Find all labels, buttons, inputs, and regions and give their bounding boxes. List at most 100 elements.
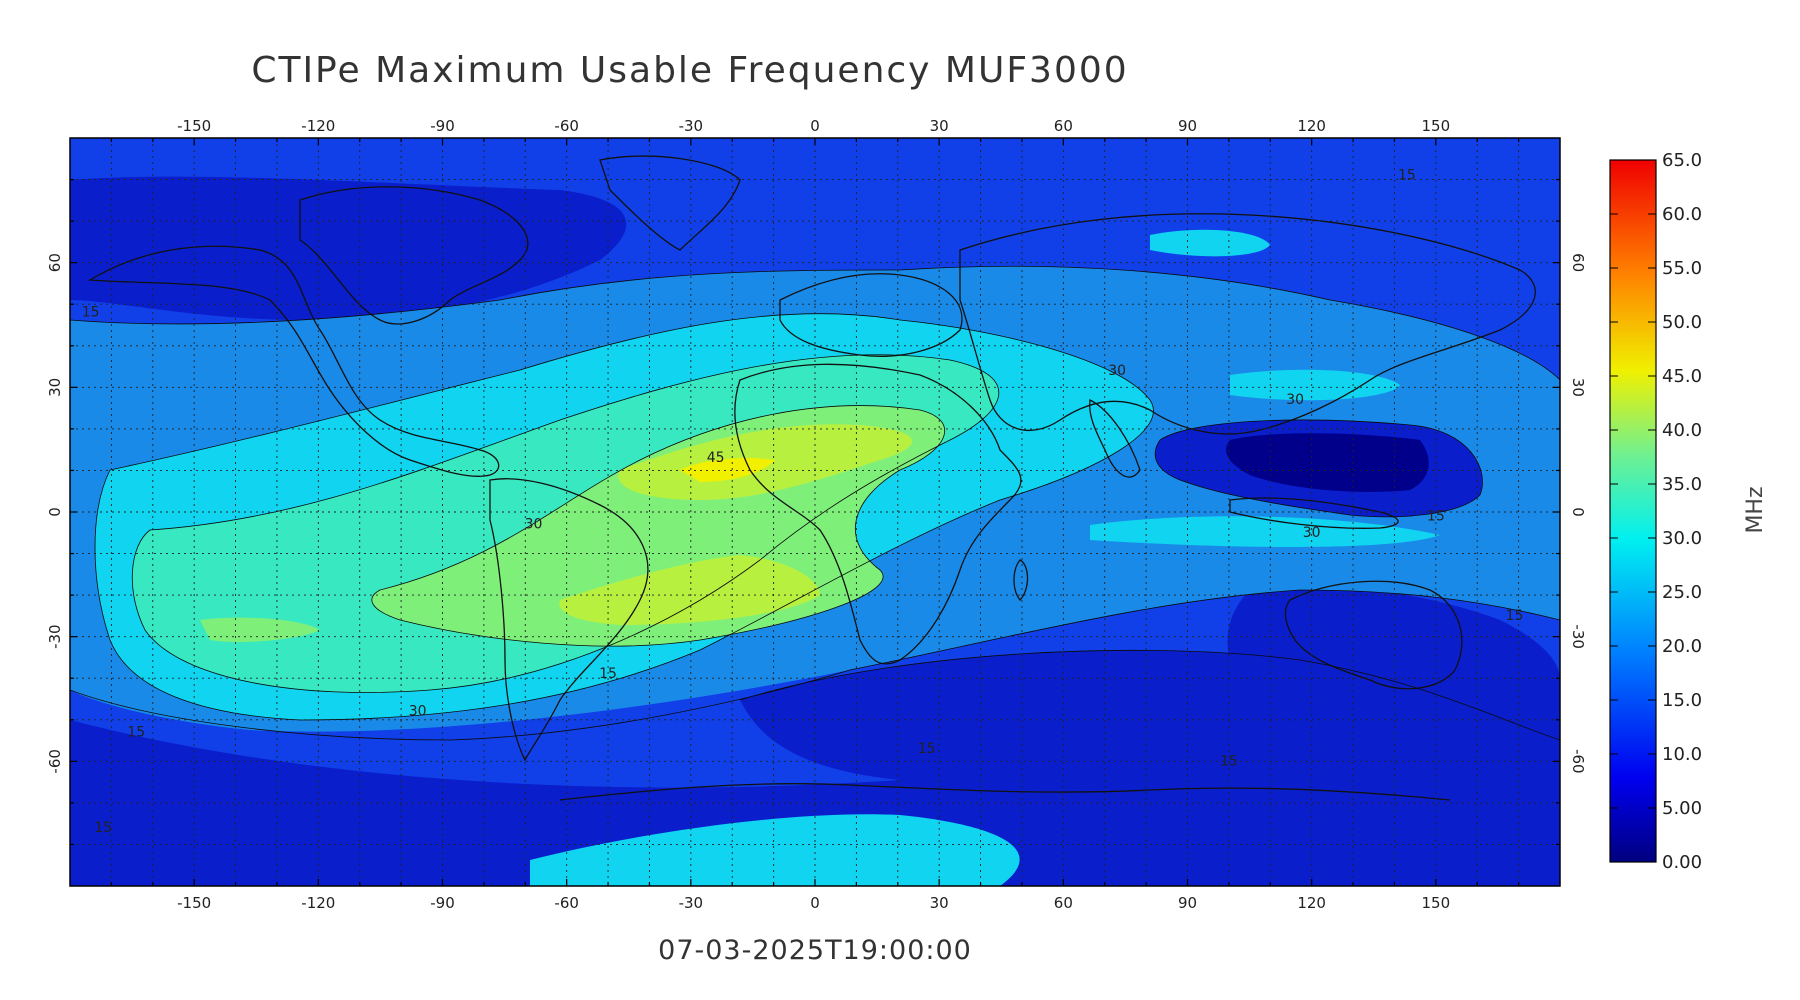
region-asia-cyan — [1230, 369, 1400, 401]
contour-label: 15 — [599, 666, 617, 682]
lon-labels-bottom: -150 -120 -90 -60 -30 0 30 60 90 120 150 — [177, 894, 1450, 912]
coast-africa — [734, 363, 1022, 665]
colorbar: 65.0 60.0 55.0 50.0 45.0 40.0 35.0 30.0 25.0 20.0… — [1609, 150, 1768, 873]
region-yellow-peak — [680, 458, 775, 482]
colorbar-gradient — [1609, 159, 1657, 863]
lon-tick-label-bottom: 150 — [1422, 894, 1451, 912]
coast-south-america — [489, 478, 649, 762]
colorbar-label: 15.0 — [1662, 690, 1702, 711]
lon-tick-label-top: 60 — [1054, 117, 1073, 135]
colorbar-label: 35.0 — [1662, 474, 1702, 495]
lat-tick-label-left: 30 — [46, 378, 64, 397]
lon-tick-label-top: 0 — [810, 117, 820, 135]
lat-tick-label-right: 60 — [1569, 253, 1587, 272]
colorbar-unit: MHz — [1743, 486, 1768, 533]
contour-line-asia — [1154, 419, 1483, 518]
timestamp: 07-03-2025T19:00:00 — [658, 935, 972, 966]
colorbar-label: 50.0 — [1662, 312, 1702, 333]
contour-line-35 — [131, 354, 1000, 693]
lon-tick-label-bottom: -90 — [430, 894, 455, 912]
lon-labels-top: -150 -120 -90 -60 -30 0 30 60 90 120 150 — [177, 117, 1450, 135]
colorbar-label: 10.0 — [1662, 744, 1702, 765]
lon-tick-label-top: -90 — [430, 117, 455, 135]
contour-label: 30 — [1108, 363, 1126, 379]
region-asia-deepest — [1226, 433, 1429, 492]
region-indonesia-cyan — [1090, 516, 1440, 547]
lon-tick-label-bottom: 120 — [1297, 894, 1326, 912]
coast-canada-arctic — [299, 186, 529, 325]
contour-label: 30 — [525, 517, 543, 533]
lon-tick-label-top: -120 — [301, 117, 335, 135]
contour-line-15-north — [70, 265, 1560, 381]
region-yellow-green-south — [559, 555, 820, 625]
contour-label: 15 — [1220, 753, 1238, 769]
contour-line-15-south — [70, 589, 1560, 741]
lon-tick-label-top: 90 — [1178, 117, 1197, 135]
coastlines — [87, 155, 1536, 801]
colorbar-label: 55.0 — [1662, 258, 1702, 279]
lat-tick-label-left: 60 — [46, 253, 64, 272]
colorbar-label: 30.0 — [1662, 528, 1702, 549]
lon-tick-label-bottom: -60 — [554, 894, 579, 912]
lat-tick-label-right: -60 — [1569, 749, 1587, 774]
graticule — [70, 138, 1560, 886]
lon-tick-label-bottom: -150 — [177, 894, 211, 912]
contour-line-40 — [371, 405, 946, 647]
coast-greenland — [599, 155, 741, 251]
lat-tick-label-right: 0 — [1569, 507, 1587, 517]
lon-tick-label-top: 30 — [930, 117, 949, 135]
colorbar-label: 45.0 — [1662, 366, 1702, 387]
colorbar-label: 0.00 — [1662, 852, 1702, 873]
region-australia-low — [1227, 586, 1560, 760]
lon-tick-label-bottom: 60 — [1054, 894, 1073, 912]
contour-label: 15 — [918, 741, 936, 757]
contour-line-antarctic — [739, 649, 1560, 741]
colorbar-label: 25.0 — [1662, 582, 1702, 603]
contour-labels: 45 30 30 30 30 30 15 15 15 15 15 15 15 15 15 — [82, 168, 1524, 836]
lon-tick-label-top: 150 — [1422, 117, 1451, 135]
colorbar-label: 20.0 — [1662, 636, 1702, 657]
coast-europe — [779, 273, 963, 357]
lat-tick-label-left: -60 — [46, 749, 64, 774]
colorbar-labels: 65.0 60.0 55.0 50.0 45.0 40.0 35.0 30.0 25.0 20.0… — [1662, 150, 1702, 873]
lon-tick-label-top: -30 — [679, 117, 704, 135]
coast-australia — [1284, 580, 1463, 690]
region-north-america-low — [70, 176, 627, 320]
lon-tick-label-bottom: 30 — [930, 894, 949, 912]
lat-labels-left: 60 30 0 -30 -60 — [46, 253, 64, 773]
colorbar-label: 5.00 — [1662, 798, 1702, 819]
contour-label: 15 — [127, 724, 145, 740]
lat-labels-right: 60 30 0 -30 -60 — [1569, 253, 1587, 773]
colorbar-label: 65.0 — [1662, 150, 1702, 171]
lon-tick-label-bottom: 0 — [810, 894, 820, 912]
colorbar-ticks — [1610, 159, 1656, 863]
region-south-pacific-deep — [1110, 765, 1420, 790]
colorbar-label: 40.0 — [1662, 420, 1702, 441]
contour-label: 30 — [1303, 525, 1321, 541]
lon-tick-label-bottom: -120 — [301, 894, 335, 912]
region-northern-cyan — [1150, 229, 1270, 257]
frame-ticks — [70, 138, 1560, 886]
lon-tick-label-top: -150 — [177, 117, 211, 135]
lat-tick-label-left: 0 — [46, 507, 64, 517]
contour-label: 15 — [1398, 168, 1416, 184]
coast-madagascar — [1013, 559, 1029, 601]
lat-tick-label-right: -30 — [1569, 624, 1587, 649]
coast-india — [1089, 399, 1141, 478]
contour-label: 15 — [82, 305, 100, 321]
contour-label: 15 — [94, 820, 112, 836]
region-antarctic-cyan — [530, 814, 1020, 886]
contour-label: 15 — [1506, 608, 1524, 624]
lon-tick-label-top: 120 — [1297, 117, 1326, 135]
lon-tick-label-bottom: -30 — [679, 894, 704, 912]
coast-asia — [959, 213, 1536, 435]
coast-indonesia — [1229, 497, 1399, 529]
coast-antarctica — [559, 783, 1451, 801]
lon-tick-label-top: -60 — [554, 117, 579, 135]
lat-tick-label-right: 30 — [1569, 378, 1587, 397]
region-green-pacific — [200, 617, 320, 642]
contour-label: 45 — [707, 450, 725, 466]
lon-tick-label-bottom: 90 — [1178, 894, 1197, 912]
colorbar-label: 60.0 — [1662, 204, 1702, 225]
